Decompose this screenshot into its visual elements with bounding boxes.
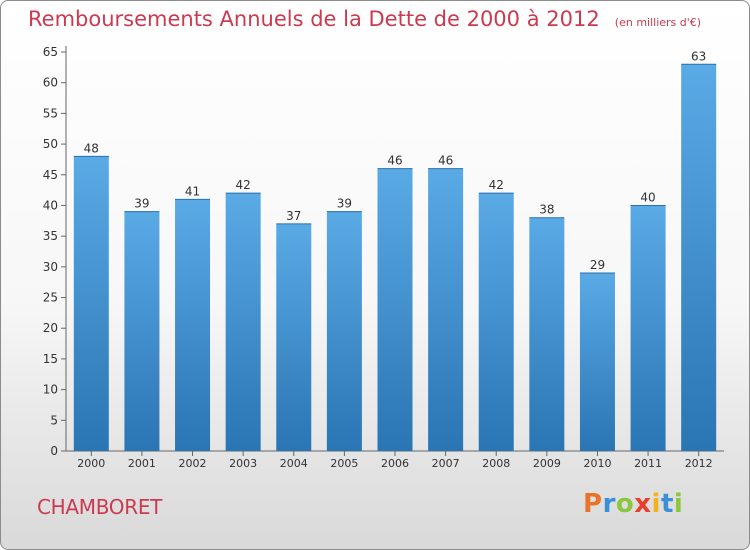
x-tick-label: 2002 (179, 457, 207, 470)
bar-value-label: 37 (286, 209, 301, 223)
x-tick-label: 2001 (128, 457, 156, 470)
bar-2008 (478, 193, 514, 451)
bar-2010 (579, 272, 615, 451)
x-tick-label: 2003 (229, 457, 257, 470)
y-tick-label: 40 (43, 198, 58, 212)
bar-2003 (225, 193, 261, 451)
y-tick-label: 50 (43, 137, 58, 151)
x-tick-label: 2005 (330, 457, 358, 470)
bar-2004 (276, 223, 312, 451)
y-tick-label: 65 (43, 45, 58, 59)
x-tick-label: 2007 (432, 457, 460, 470)
bar-value-label: 42 (489, 178, 504, 192)
x-tick-label: 2010 (583, 457, 611, 470)
bar-2006 (377, 168, 413, 451)
bar-2005 (326, 211, 362, 451)
x-tick-label: 2000 (77, 457, 105, 470)
chart-header: Remboursements Annuels de la Dette de 20… (28, 7, 701, 31)
x-tick-label: 2008 (482, 457, 510, 470)
x-tick-label: 2009 (533, 457, 561, 470)
bar-value-label: 39 (134, 197, 149, 211)
bar-value-label: 29 (590, 258, 605, 272)
bar-2007 (428, 168, 464, 451)
bar-value-label: 39 (337, 197, 352, 211)
y-tick-label: 5 (50, 413, 58, 427)
bar-value-label: 46 (387, 154, 402, 168)
bar-value-label: 63 (691, 49, 706, 63)
bar-value-label: 46 (438, 154, 453, 168)
bar-2001 (124, 211, 160, 451)
y-tick-label: 10 (43, 383, 58, 397)
y-tick-label: 20 (43, 321, 58, 335)
y-tick-label: 25 (43, 291, 58, 305)
bar-value-label: 41 (185, 184, 200, 198)
bar-value-label: 48 (84, 141, 99, 155)
chart-unit: (en milliers d'€) (614, 16, 702, 29)
bar-2009 (529, 217, 565, 451)
x-tick-label: 2011 (634, 457, 662, 470)
chart-bars: 48 39 41 42 37 39 46 46 42 38 29 40 63 (73, 49, 717, 452)
y-tick-label: 15 (43, 352, 58, 366)
bar-value-label: 38 (539, 203, 554, 217)
y-tick-label: 0 (50, 444, 58, 458)
y-tick-label: 30 (43, 260, 58, 274)
bar-2000 (73, 156, 109, 451)
chart-title: Remboursements Annuels de la Dette de 20… (28, 7, 600, 31)
bar-2002 (175, 199, 211, 451)
chart-axes: 0 5 10 15 20 25 30 35 40 45 50 55 60 65 2000 2001 2002 20… (43, 45, 724, 470)
y-tick-label: 45 (43, 168, 58, 182)
bar-2012 (681, 64, 717, 452)
bar-2011 (630, 205, 666, 451)
x-tick-label: 2004 (280, 457, 308, 470)
y-tick-label: 60 (43, 76, 58, 90)
y-tick-label: 55 (43, 106, 58, 120)
proxiti-logo: Proxiti (583, 489, 684, 519)
bar-value-label: 40 (640, 190, 655, 204)
x-tick-label: 2012 (685, 457, 713, 470)
bar-value-label: 42 (236, 178, 251, 192)
y-tick-label: 35 (43, 229, 58, 243)
x-tick-label: 2006 (381, 457, 409, 470)
commune-name: CHAMBORET (37, 495, 163, 519)
